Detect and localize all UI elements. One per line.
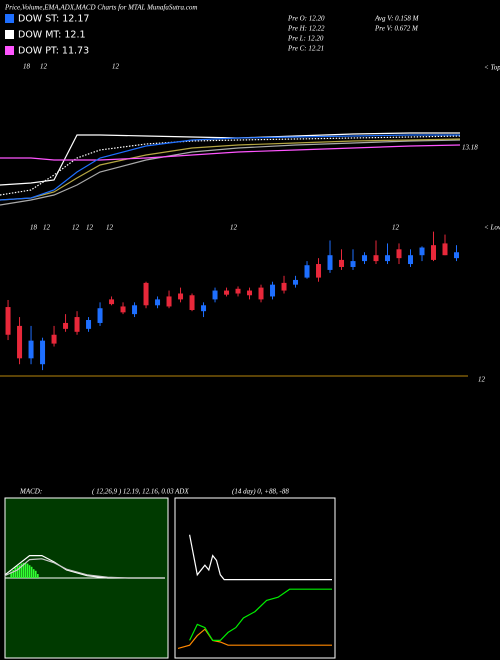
legend-label: DOW PT: 11.73 bbox=[18, 46, 89, 57]
candle-body bbox=[362, 255, 368, 262]
candle-body bbox=[373, 255, 379, 262]
histogram-bar bbox=[34, 570, 37, 578]
date-label: 12 bbox=[43, 224, 51, 232]
candle-body bbox=[63, 322, 69, 329]
candle-body bbox=[408, 255, 414, 265]
candle-body bbox=[270, 284, 276, 297]
date-label: 12 bbox=[86, 224, 94, 232]
pre-stat: Pre H: 12.22 bbox=[287, 25, 325, 33]
date-label: 12 bbox=[112, 63, 120, 71]
histogram-bar bbox=[18, 565, 21, 578]
candle-body bbox=[17, 325, 23, 359]
candle-body bbox=[431, 245, 437, 260]
candle-body bbox=[86, 320, 92, 329]
candle-body bbox=[293, 279, 299, 285]
candle-body bbox=[97, 308, 103, 323]
pre-stat: Pre L: 12.20 bbox=[287, 35, 324, 43]
candle-body bbox=[5, 307, 11, 335]
date-label: 18 bbox=[30, 224, 38, 232]
histogram-bar bbox=[24, 562, 27, 578]
series-line bbox=[4, 558, 165, 579]
histogram-bar bbox=[20, 563, 23, 578]
histogram-bar bbox=[10, 571, 12, 578]
series-line bbox=[0, 132, 460, 186]
candle-body bbox=[155, 299, 161, 306]
candle-body bbox=[258, 287, 264, 300]
candle-body bbox=[132, 305, 138, 315]
candle-body bbox=[166, 296, 172, 307]
candle-body bbox=[212, 290, 218, 300]
histogram-bar bbox=[30, 566, 33, 578]
candle-body bbox=[178, 293, 184, 300]
histogram-bar bbox=[32, 569, 35, 578]
candle-body bbox=[454, 252, 460, 259]
candle-body bbox=[247, 290, 253, 296]
date-label: 12 bbox=[40, 63, 48, 71]
date-label: 12 bbox=[230, 224, 238, 232]
candle-body bbox=[281, 282, 287, 291]
candle-body bbox=[316, 264, 322, 278]
series-line bbox=[0, 134, 460, 201]
candle-body bbox=[74, 317, 80, 332]
date-label: 18 bbox=[23, 63, 31, 71]
panel-params: (14 day) 0, +88, -88 bbox=[232, 488, 289, 496]
histogram-bar bbox=[14, 567, 17, 578]
legend-swatch bbox=[5, 30, 14, 39]
volume-stat: Avg V: 0.158 M bbox=[374, 15, 420, 23]
series-line bbox=[0, 138, 461, 201]
candle-body bbox=[143, 282, 149, 306]
candle-body bbox=[189, 295, 195, 310]
candle-body bbox=[201, 305, 207, 312]
panel-params: ( 12,26,9 ) 12.19, 12.16, 0.03 bbox=[92, 488, 174, 496]
edge-label: < Lows bbox=[484, 224, 500, 232]
legend-label: DOW MT: 12.1 bbox=[18, 30, 86, 41]
volume-stat: Pre V: 0.672 M bbox=[374, 25, 419, 33]
candle-body bbox=[235, 288, 241, 294]
histogram-bar bbox=[22, 562, 25, 578]
candle-body bbox=[28, 340, 34, 359]
candle-body bbox=[304, 265, 310, 278]
legend-swatch bbox=[5, 14, 14, 23]
date-label: 12 bbox=[72, 224, 80, 232]
histogram-bar bbox=[12, 570, 15, 578]
candle-body bbox=[51, 334, 57, 344]
candle-body bbox=[339, 259, 345, 267]
candle-body bbox=[224, 290, 230, 295]
pre-stat: Pre C: 12.21 bbox=[287, 45, 324, 53]
edge-label: < Tops bbox=[484, 64, 500, 72]
page-title: Price,Volume,EMA,ADX,MACD Charts for MTA… bbox=[4, 4, 197, 12]
candle-body bbox=[385, 255, 391, 262]
candle-body bbox=[396, 249, 402, 259]
histogram-bar bbox=[26, 563, 29, 578]
histogram-bar bbox=[28, 565, 31, 578]
candle-body bbox=[327, 255, 333, 270]
legend-swatch bbox=[5, 46, 14, 55]
pre-stat: Pre O: 12.20 bbox=[287, 15, 325, 23]
panel-title: MACD: bbox=[19, 488, 42, 496]
histogram-bar bbox=[16, 566, 19, 578]
candle-body bbox=[350, 261, 356, 267]
series-line bbox=[189, 588, 332, 641]
y-tick-label: 12 bbox=[478, 376, 486, 384]
series-line bbox=[0, 144, 461, 161]
y-tick-label: 13.18 bbox=[462, 144, 478, 152]
candle-body bbox=[120, 306, 126, 313]
date-label: 12 bbox=[392, 224, 400, 232]
candle-body bbox=[442, 243, 448, 256]
legend-label: DOW ST: 12.17 bbox=[18, 14, 89, 25]
candle-body bbox=[40, 340, 46, 365]
panel-title: ADX bbox=[174, 488, 189, 496]
date-label: 12 bbox=[106, 224, 114, 232]
histogram-bar bbox=[37, 574, 39, 578]
candle-body bbox=[109, 299, 115, 305]
candle-body bbox=[419, 247, 425, 256]
series-line bbox=[189, 534, 332, 581]
